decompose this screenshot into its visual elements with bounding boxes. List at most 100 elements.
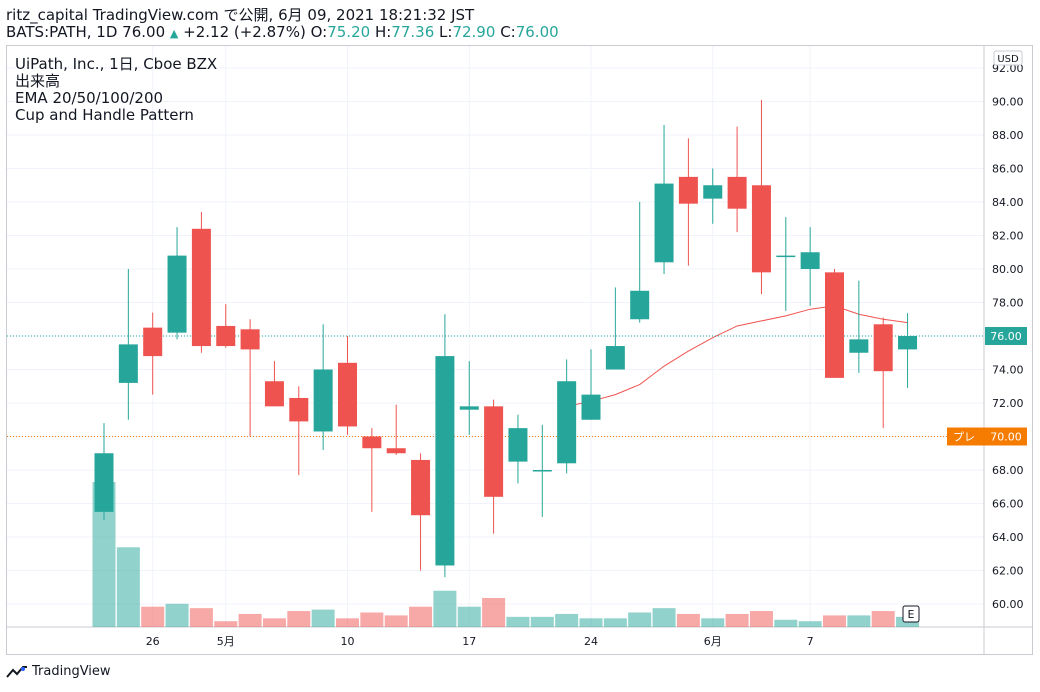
volume-bar bbox=[214, 621, 238, 627]
close-value: 76.00 bbox=[515, 23, 559, 41]
earnings-marker[interactable] bbox=[902, 605, 920, 623]
volume-bar bbox=[847, 615, 871, 627]
candle-body[interactable] bbox=[532, 470, 552, 472]
price-change: +2.12 (+2.87%) bbox=[183, 23, 306, 41]
candle-body[interactable] bbox=[727, 176, 747, 209]
time-tick-label: 7 bbox=[807, 635, 814, 648]
candle-body[interactable] bbox=[167, 255, 187, 333]
candle-body[interactable] bbox=[776, 255, 796, 258]
volume-bar bbox=[360, 612, 384, 627]
volume-bar bbox=[506, 616, 530, 627]
legend-pattern: Cup and Handle Pattern bbox=[15, 106, 194, 124]
candle-body[interactable] bbox=[849, 339, 869, 353]
price-tick-label: 86.00 bbox=[992, 163, 1024, 176]
volume-bar bbox=[579, 618, 603, 627]
volume-bar bbox=[603, 618, 627, 627]
candle-body[interactable] bbox=[825, 272, 844, 378]
tradingview-logo-icon bbox=[6, 665, 27, 678]
candle-body[interactable] bbox=[605, 346, 625, 370]
price-tick-label: 90.00 bbox=[992, 96, 1024, 109]
volume-bar bbox=[336, 618, 359, 627]
candle-body[interactable] bbox=[362, 436, 382, 449]
ema-line bbox=[566, 305, 908, 407]
candle-body[interactable] bbox=[143, 327, 163, 357]
candle-body[interactable] bbox=[191, 228, 211, 347]
volume-bar bbox=[774, 619, 798, 627]
price-tick-label: 64.00 bbox=[992, 531, 1024, 544]
candle-body[interactable] bbox=[654, 183, 674, 263]
high-value: 77.36 bbox=[391, 23, 435, 41]
candle-body[interactable] bbox=[216, 325, 236, 347]
candle-body[interactable] bbox=[678, 176, 698, 204]
candle-body[interactable] bbox=[118, 344, 138, 383]
volume-bar bbox=[798, 621, 822, 627]
volume-bar bbox=[823, 615, 846, 627]
price-tick-label: 78.00 bbox=[992, 297, 1024, 310]
open-label: O: bbox=[310, 23, 328, 41]
high-label: H: bbox=[374, 23, 392, 41]
alert-tag-value: 70.00 bbox=[990, 431, 1022, 444]
price-tick-label: 72.00 bbox=[992, 397, 1024, 410]
currency-label: USD bbox=[997, 54, 1019, 65]
candle-body[interactable] bbox=[800, 252, 820, 269]
volume-bar bbox=[530, 616, 554, 627]
volume-bar bbox=[189, 608, 213, 627]
up-arrow-icon: ▲ bbox=[169, 27, 179, 40]
candle-body[interactable] bbox=[484, 406, 504, 497]
candlestick-chart[interactable]: 60.00 62.00 64.00 66.00 68.00 70.00 72.00 74.00… bbox=[0, 0, 1040, 660]
candle-body[interactable] bbox=[411, 459, 431, 516]
candle-body[interactable] bbox=[386, 448, 406, 454]
price-tick-label: 80.00 bbox=[992, 263, 1024, 276]
volume-bar bbox=[555, 613, 579, 627]
candle-body[interactable] bbox=[338, 362, 357, 427]
candle-body[interactable] bbox=[557, 381, 577, 464]
time-tick-label: 10 bbox=[341, 635, 355, 648]
volume-bar bbox=[725, 613, 749, 627]
currency-box[interactable] bbox=[993, 50, 1023, 66]
symbol-label: BATS:PATH, 1D bbox=[6, 23, 118, 41]
legend-volume: 出来高 bbox=[15, 72, 61, 90]
alert-tag[interactable] bbox=[947, 427, 1027, 446]
price-tick-label: 66.00 bbox=[992, 498, 1024, 511]
volume-bar bbox=[871, 611, 895, 627]
footer: TradingView bbox=[6, 664, 111, 679]
volume-bar bbox=[749, 611, 773, 627]
candle-body[interactable] bbox=[264, 381, 284, 407]
candle-body[interactable] bbox=[313, 369, 333, 432]
price-tick-label: 84.00 bbox=[992, 196, 1024, 209]
last-price: 76.00 bbox=[122, 23, 166, 41]
candle-body[interactable] bbox=[94, 453, 114, 512]
volume-bar bbox=[311, 609, 335, 627]
volume-bar bbox=[652, 608, 676, 627]
volume-bar bbox=[92, 482, 116, 627]
time-tick-label: 26 bbox=[146, 635, 160, 648]
volume-bar bbox=[433, 590, 457, 627]
candle-body[interactable] bbox=[873, 324, 893, 372]
candle-body[interactable] bbox=[240, 329, 260, 350]
candle-body[interactable] bbox=[703, 185, 723, 199]
candle-body[interactable] bbox=[508, 428, 528, 462]
price-tick-label: 82.00 bbox=[992, 230, 1024, 243]
ohlc-header: BATS:PATH, 1D 76.00 ▲ +2.12 (+2.87%) O: 7… bbox=[6, 23, 559, 43]
candle-body[interactable] bbox=[459, 406, 479, 410]
candle-body[interactable] bbox=[898, 336, 918, 350]
price-tick-label: 62.00 bbox=[992, 565, 1024, 578]
volume-bar bbox=[457, 606, 481, 627]
candle-body[interactable] bbox=[751, 185, 771, 273]
chart-frame[interactable] bbox=[6, 45, 1033, 655]
volume-bar bbox=[238, 613, 262, 627]
volume-bar bbox=[116, 547, 140, 627]
volume-bar bbox=[482, 598, 506, 627]
candle-body[interactable] bbox=[630, 290, 650, 320]
candle-body[interactable] bbox=[289, 397, 309, 422]
time-tick-label: 6月 bbox=[704, 635, 722, 648]
volume-bar bbox=[262, 618, 286, 627]
last-price-tag-label: 76.00 bbox=[990, 330, 1022, 343]
close-label: C: bbox=[500, 23, 516, 41]
alert-tag-label: プレ bbox=[953, 431, 975, 444]
candle-body[interactable] bbox=[581, 394, 601, 420]
price-tick-label: 60.00 bbox=[992, 598, 1024, 611]
candle-body[interactable] bbox=[435, 356, 455, 566]
volume-bar bbox=[676, 613, 700, 627]
last-price-tag bbox=[985, 327, 1027, 345]
